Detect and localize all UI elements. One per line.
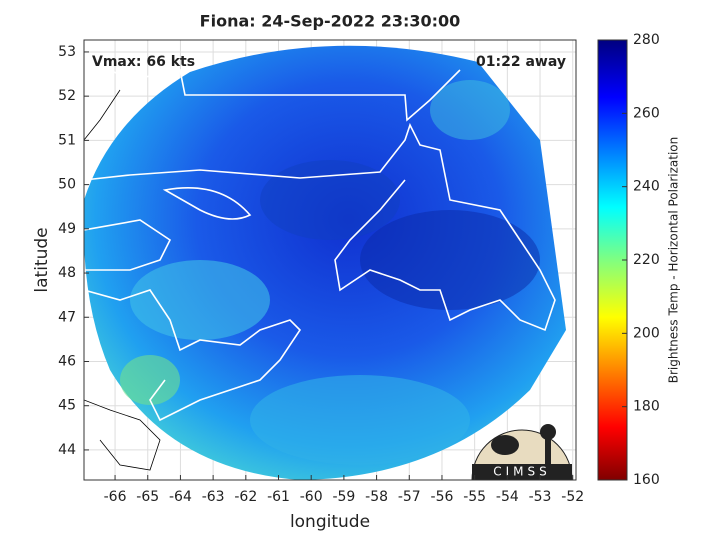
y-tick-label: 51 (58, 132, 76, 148)
x-tick-label: -57 (398, 489, 421, 505)
x-tick-label: -54 (496, 489, 519, 505)
x-tick-label: -66 (104, 489, 127, 505)
colorbar-tick-label: 260 (633, 105, 660, 121)
swath: CIMSS (84, 45, 573, 480)
y-tick-label: 49 (58, 221, 76, 237)
x-tick-label: -55 (463, 489, 486, 505)
y-tick-label: 53 (58, 44, 76, 60)
x-tick-label: -65 (136, 489, 159, 505)
time-annotation: 01:22 away (476, 54, 566, 70)
title: Fiona: 24-Sep-2022 23:30:00 (200, 12, 461, 31)
plot-frame (83, 39, 577, 481)
logo: CIMSS (471, 424, 573, 480)
logo-text: CIMSS (493, 465, 551, 479)
y-tick-label: 50 (58, 177, 76, 193)
y-tick-label: 45 (58, 398, 76, 414)
y-axis-label: latitude (32, 227, 52, 292)
colorbar-tick-label: 220 (633, 252, 660, 268)
x-axis-label: longitude (290, 512, 370, 532)
y-tick-label: 47 (58, 309, 76, 325)
x-tick-label: -63 (202, 489, 225, 505)
x-tick-label: -52 (561, 489, 584, 505)
x-tick-label: -59 (332, 489, 355, 505)
colorbar-tick-label: 240 (633, 179, 660, 195)
x-tick-label: -61 (267, 489, 290, 505)
x-tick-label: -62 (234, 489, 257, 505)
x-tick-label: -56 (431, 489, 454, 505)
vmax-annotation: Vmax: 66 kts (92, 54, 195, 70)
y-tick-label: 46 (58, 353, 76, 369)
colorbar-tick-label: 160 (633, 472, 660, 488)
colorbar-tick-label: 280 (633, 32, 660, 48)
x-tick-label: -64 (169, 489, 192, 505)
colorbar-tick-label: 180 (633, 399, 660, 415)
y-tick-label: 48 (58, 265, 76, 281)
colorbar-tick-label: 200 (633, 325, 660, 341)
y-tick-label: 44 (58, 442, 76, 458)
colorbar-label: Brightness Temp - Horizontal Polarizatio… (667, 137, 681, 384)
x-tick-label: -60 (300, 489, 323, 505)
x-tick-label: -58 (365, 489, 388, 505)
x-tick-label: -53 (529, 489, 552, 505)
y-tick-label: 52 (58, 88, 76, 104)
